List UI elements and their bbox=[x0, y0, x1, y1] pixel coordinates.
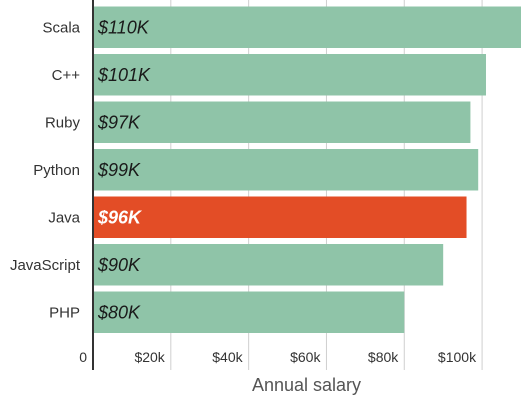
bars bbox=[93, 6, 521, 333]
x-tick-label: 0 bbox=[79, 349, 87, 365]
value-label-ruby: $97K bbox=[97, 112, 141, 132]
category-label-php: PHP bbox=[49, 304, 80, 321]
x-tick-label: $60k bbox=[290, 349, 321, 365]
value-label-java: $96K bbox=[97, 207, 143, 227]
bar-ruby bbox=[93, 101, 471, 143]
category-label-scala: Scala bbox=[42, 19, 80, 36]
bar-php bbox=[93, 291, 405, 333]
category-label-javascript: JavaScript bbox=[10, 257, 81, 274]
category-label-python: Python bbox=[33, 162, 80, 179]
category-labels: Scala C++ Ruby Python Java JavaScript PHP bbox=[10, 19, 81, 321]
value-label-cpp: $101K bbox=[97, 65, 151, 85]
value-label-scala: $110K bbox=[97, 17, 150, 37]
x-axis-title: Annual salary bbox=[252, 375, 361, 395]
value-label-php: $80K bbox=[97, 302, 141, 322]
category-label-cpp: C++ bbox=[52, 67, 81, 84]
x-tick-label: $40k bbox=[212, 349, 243, 365]
x-tick-labels: 0 $20k $40k $60k $80k $100k bbox=[79, 349, 477, 365]
bar-java bbox=[93, 196, 467, 238]
bar-python bbox=[93, 149, 479, 191]
x-tick-label: $80k bbox=[368, 349, 399, 365]
x-tick-label: $20k bbox=[134, 349, 165, 365]
bar-scala bbox=[93, 6, 521, 48]
category-label-ruby: Ruby bbox=[45, 114, 81, 131]
category-label-java: Java bbox=[48, 209, 80, 226]
bar-javascript bbox=[93, 244, 444, 286]
value-label-javascript: $90K bbox=[97, 255, 141, 275]
bar-cpp bbox=[93, 54, 486, 96]
value-label-python: $99K bbox=[97, 160, 141, 180]
x-tick-label: $100k bbox=[438, 349, 477, 365]
value-labels: $110K $101K $97K $99K $96K $90K $80K bbox=[97, 17, 151, 322]
